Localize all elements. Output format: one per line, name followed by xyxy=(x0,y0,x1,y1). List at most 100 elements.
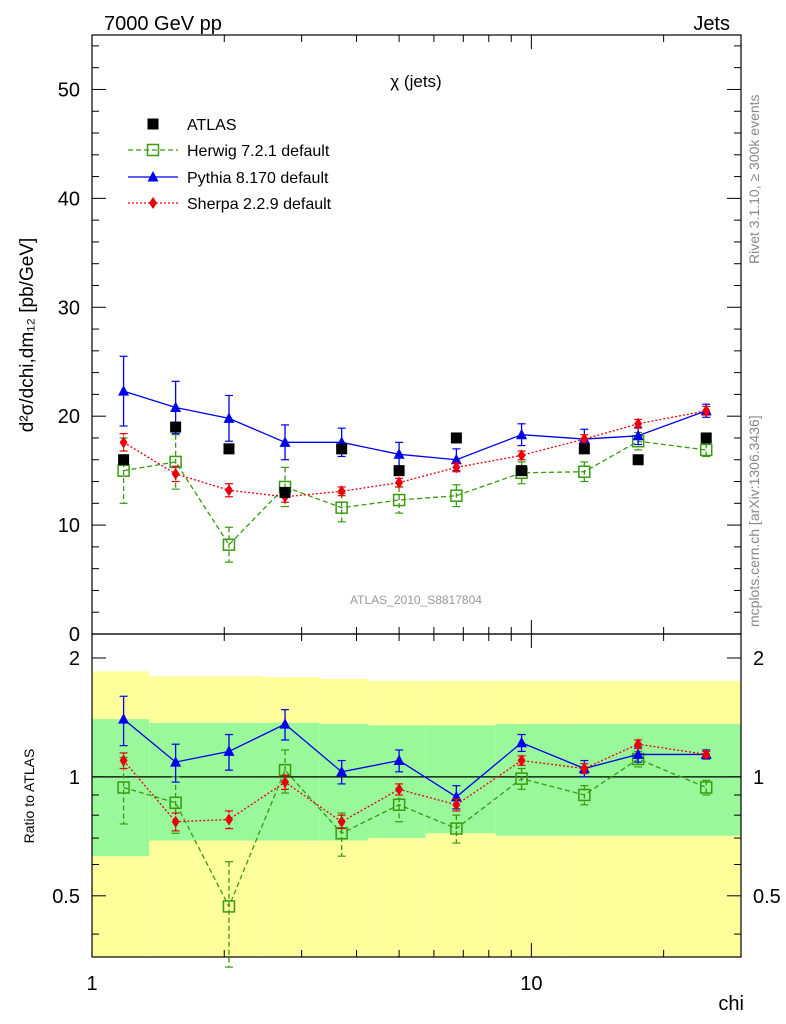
atlas-point xyxy=(170,421,182,433)
green-band-bin xyxy=(425,725,496,834)
pythia-point xyxy=(632,429,644,441)
legend-sherpa-label: Sherpa 2.2.9 default xyxy=(187,196,332,213)
atlas-point xyxy=(578,443,590,455)
ratio-axis-label: Ratio to ATLAS xyxy=(21,749,37,844)
sherpa-ratio-point xyxy=(580,762,589,775)
sherpa-ratio-point xyxy=(281,776,290,789)
atlas-point xyxy=(223,443,235,455)
ratio-tick-label-right: 2 xyxy=(753,648,764,670)
pythia-ratio-point xyxy=(279,718,291,729)
herwig-point xyxy=(335,501,348,514)
herwig-point xyxy=(222,538,236,551)
x-axis-label: chi xyxy=(718,993,744,1015)
ratio-tick-label: 2 xyxy=(69,648,80,670)
legend-atlas-marker xyxy=(147,118,159,130)
legend-herwig-label: Herwig 7.2.1 default xyxy=(187,143,330,160)
legend-sherpa-marker xyxy=(149,197,157,209)
y-tick-label: 0 xyxy=(69,624,80,646)
sherpa-line xyxy=(123,410,707,498)
legend-pythia-label: Pythia 8.170 default xyxy=(187,170,329,187)
pythia-point xyxy=(450,453,462,465)
legend-atlas-label: ATLAS xyxy=(187,117,237,134)
herwig-ratio-point xyxy=(222,900,236,913)
green-band-bin xyxy=(368,725,426,839)
herwig-point xyxy=(450,489,463,502)
sherpa-point xyxy=(337,485,346,498)
green-band-bin xyxy=(149,722,261,841)
ratio-uncertainty-bands xyxy=(92,671,741,957)
pythia-point xyxy=(393,448,405,459)
atlas-point xyxy=(118,454,130,466)
analysis-label: ATLAS_2010_S8817804 xyxy=(350,593,482,607)
mcplots-label: mcplots.cern.ch [arXiv:1306.3436] xyxy=(746,415,762,627)
energy-label: 7000 GeV pp xyxy=(104,13,222,35)
sherpa-point xyxy=(634,417,643,430)
y-tick-label: 40 xyxy=(58,188,80,210)
ratio-tick-label-right: 0.5 xyxy=(753,886,781,908)
pythia-point xyxy=(170,401,182,412)
atlas-point xyxy=(632,454,644,466)
herwig-ratio-point xyxy=(117,781,130,794)
green-band-bin xyxy=(562,724,615,836)
sherpa-point xyxy=(224,484,233,497)
ratio-series xyxy=(117,695,713,968)
pythia-ratio-point xyxy=(516,736,528,748)
pythia-ratio-point xyxy=(632,748,644,759)
x-tick-label: 1 xyxy=(86,973,97,995)
herwig-point xyxy=(392,493,406,507)
pythia-ratio-point xyxy=(223,745,235,756)
pythia-ratio-point xyxy=(336,765,348,777)
sherpa-ratio-point xyxy=(337,815,346,828)
sherpa-point xyxy=(580,433,589,446)
pythia-point xyxy=(516,428,528,440)
sherpa-point xyxy=(119,436,128,449)
atlas-point xyxy=(279,486,291,498)
chart-title: χ (jets) xyxy=(390,72,441,91)
sherpa-point xyxy=(452,461,461,474)
main-series xyxy=(117,355,713,563)
pythia-ratio-point xyxy=(170,756,182,767)
x-tick-label: 10 xyxy=(520,973,542,995)
herwig-ratio-point xyxy=(450,822,463,835)
y-tick-label: 20 xyxy=(58,406,80,428)
green-band-bin xyxy=(614,724,741,836)
sherpa-point xyxy=(395,476,404,489)
atlas-point xyxy=(336,443,348,455)
legend-pythia-marker xyxy=(147,171,159,182)
legend: ATLAS Herwig 7.2.1 default Pythia 8.170 de… xyxy=(128,117,332,213)
green-band-bin xyxy=(260,722,320,841)
sherpa-ratio-point xyxy=(119,754,128,767)
pythia-point xyxy=(223,412,235,423)
green-band-bin xyxy=(92,719,150,857)
sherpa-point xyxy=(702,404,711,417)
ratio-panel-frame xyxy=(91,633,742,958)
process-label: Jets xyxy=(693,13,730,35)
herwig-ratio-point xyxy=(169,796,182,810)
sherpa-point xyxy=(171,467,180,480)
sherpa-ratio-point xyxy=(634,738,643,751)
herwig-ratio-point xyxy=(515,772,528,785)
sherpa-point xyxy=(517,449,526,462)
sherpa-ratio-point xyxy=(224,813,233,826)
sherpa-ratio-point xyxy=(517,754,526,767)
herwig-ratio-point xyxy=(578,788,591,802)
sherpa-ratio-point xyxy=(171,815,180,828)
y-axis-label: d²σ/dchi,dm₁₂ [pb/GeV] xyxy=(17,238,38,432)
y-tick-label: 30 xyxy=(58,297,80,319)
pythia-ratio-point xyxy=(393,754,405,766)
pythia-ratio-point xyxy=(118,713,130,724)
ratio-tick-label: 1 xyxy=(69,767,80,789)
herwig-ratio-line xyxy=(123,758,707,908)
herwig-ratio-point xyxy=(392,798,406,812)
atlas-point xyxy=(450,432,462,444)
pythia-point xyxy=(279,436,291,447)
green-band-bin xyxy=(495,724,563,836)
rivet-label: Rivet 3.1.10, ≥ 300k events xyxy=(746,94,762,264)
herwig-ratio-point xyxy=(699,781,713,794)
herwig-point xyxy=(699,443,713,457)
sherpa-ratio-point xyxy=(702,748,711,761)
y-tick-label: 10 xyxy=(58,515,80,537)
y-tick-label: 50 xyxy=(58,79,80,101)
pythia-line xyxy=(123,390,707,461)
